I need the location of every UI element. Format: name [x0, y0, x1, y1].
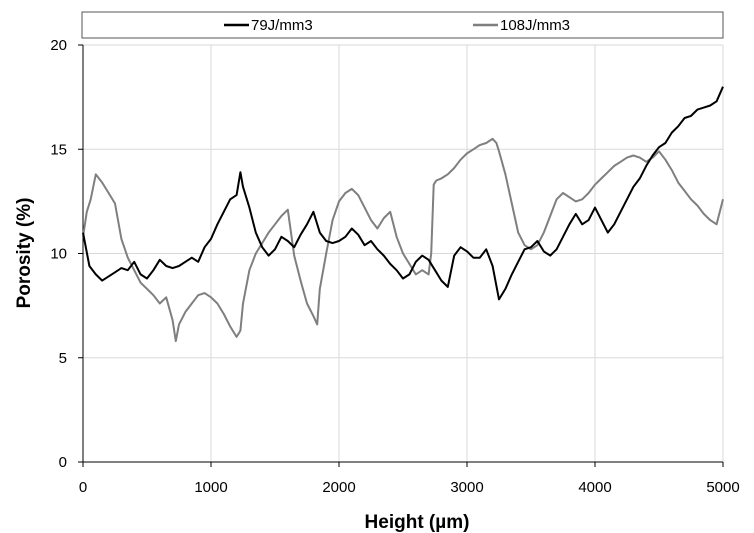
y-axis-title: Porosity (%) [14, 198, 35, 309]
x-axis-title: Height (µm) [365, 512, 470, 533]
y-tick-label: 5 [59, 350, 67, 367]
plot-area: 0 5 10 15 20 0 1000 2000 3000 4000 5000 [50, 37, 739, 496]
x-tick-label: 3000 [450, 479, 483, 496]
x-tick-label: 4000 [578, 479, 611, 496]
y-tick-label: 10 [50, 246, 67, 263]
legend-box [81, 11, 724, 39]
legend-label-108: 108J/mm3 [500, 17, 570, 34]
legend: 79J/mm3 108J/mm3 [81, 11, 724, 39]
y-tick-label: 20 [50, 37, 67, 54]
series-line-79 [82, 86, 724, 301]
x-tick-label: 2000 [322, 479, 355, 496]
legend-label-79: 79J/mm3 [251, 17, 313, 34]
x-tick-label: 5000 [706, 479, 739, 496]
y-tick-label: 0 [59, 454, 67, 471]
x-tick-label: 1000 [194, 479, 227, 496]
y-tick-label: 15 [50, 141, 67, 158]
series-line-108 [82, 137, 724, 343]
x-tick-label: 0 [79, 479, 87, 496]
